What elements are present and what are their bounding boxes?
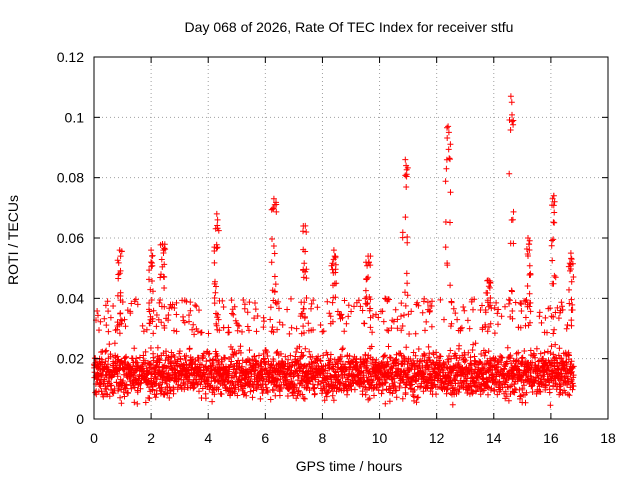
- x-tick-label: 8: [319, 430, 327, 446]
- y-axis: 0 0.02 0.04 0.06 0.08 0.1 0.12: [57, 49, 608, 427]
- x-tick-label: 10: [372, 430, 388, 446]
- y-tick-label: 0.06: [57, 230, 84, 246]
- y-tick-label: 0.02: [57, 351, 84, 367]
- x-axis: 0 2 4 6 8 10 12 14 16 18: [90, 57, 616, 446]
- x-tick-label: 6: [261, 430, 269, 446]
- y-tick-label: 0.12: [57, 49, 84, 65]
- x-tick-label: 4: [204, 430, 212, 446]
- grid-lines: [94, 57, 608, 419]
- x-tick-label: 12: [429, 430, 445, 446]
- y-tick-label: 0.04: [57, 290, 84, 306]
- chart-title: Day 068 of 2026, Rate Of TEC Index for r…: [185, 19, 514, 35]
- data-points: [91, 93, 577, 409]
- y-tick-label: 0: [76, 411, 84, 427]
- x-tick-label: 16: [543, 430, 559, 446]
- y-tick-label: 0.1: [65, 109, 85, 125]
- x-tick-label: 2: [147, 430, 155, 446]
- scatter-points: [91, 93, 577, 409]
- y-axis-label: ROTI / TECUs: [5, 195, 21, 285]
- x-tick-label: 0: [90, 430, 98, 446]
- x-tick-label: 14: [486, 430, 502, 446]
- x-axis-label: GPS time / hours: [296, 458, 403, 474]
- y-tick-label: 0.08: [57, 170, 84, 186]
- x-tick-label: 18: [600, 430, 616, 446]
